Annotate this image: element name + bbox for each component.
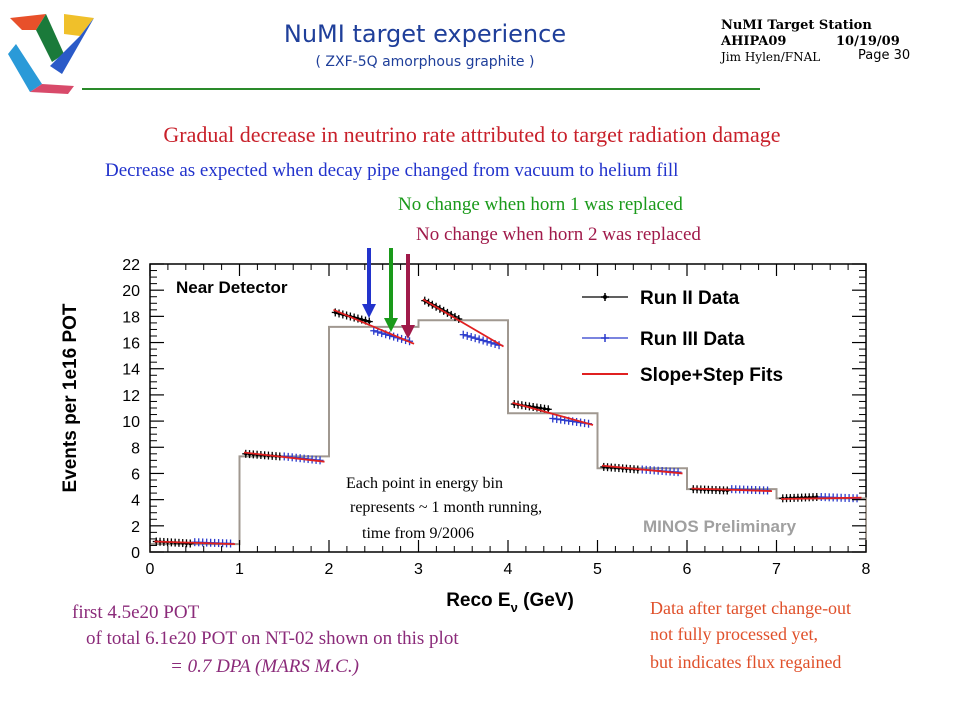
mc-histogram <box>149 319 867 552</box>
arrow-horn1 <box>384 248 398 332</box>
y-tick-label: 14 <box>122 362 140 379</box>
run3-point <box>467 333 475 342</box>
change-note-1: Data after target change-out <box>650 598 852 618</box>
y-tick-label: 4 <box>131 493 140 510</box>
fit-line <box>422 298 504 348</box>
legend-run3-marker <box>601 334 609 342</box>
legend: Run II Data Run III Data Slope+Step Fits <box>582 288 783 386</box>
headline: Gradual decrease in neutrino rate attrib… <box>163 122 781 147</box>
fit-line <box>601 464 683 475</box>
run2-dot <box>367 320 371 324</box>
run3-point <box>479 336 487 345</box>
page-number: Page 30 <box>858 48 911 63</box>
x-tick-label: 6 <box>683 561 692 578</box>
fit-line <box>333 308 415 345</box>
fit-line <box>512 401 594 426</box>
inset-label: Near Detector <box>176 278 288 297</box>
header-meeting: AHIPA09 <box>721 34 787 49</box>
fit-line <box>154 540 236 546</box>
x-tick-label: 4 <box>504 561 513 578</box>
annotation-decay-pipe: Decrease as expected when decay pipe cha… <box>105 160 679 181</box>
y-axis-label: Events per 1e16 POT <box>60 303 81 492</box>
x-tick-label: 1 <box>235 561 244 578</box>
legend-run2-label: Run II Data <box>640 288 740 309</box>
header-author: Jim Hylen/FNAL <box>721 50 821 64</box>
fit-line <box>243 451 325 463</box>
annotation-horn2: No change when horn 2 was replaced <box>416 224 701 245</box>
run3-point <box>370 326 378 335</box>
fit-line <box>691 487 773 493</box>
pot-note-1: first 4.5e20 POT <box>72 602 200 623</box>
legend-run2-marker <box>601 293 609 301</box>
x-tick-label: 3 <box>414 561 423 578</box>
page-subtitle: ( ZXF-5Q amorphous graphite ) <box>315 54 535 70</box>
arrow-decay-pipe <box>362 248 376 318</box>
y-tick-label: 8 <box>131 440 140 457</box>
change-note-3: but indicates flux regained <box>650 652 842 672</box>
x-tick-label: 5 <box>593 561 602 578</box>
header-date: 10/19/09 <box>836 34 900 49</box>
y-tick-label: 20 <box>122 283 140 300</box>
run2-dot <box>546 407 550 411</box>
arrow-horn2 <box>401 254 415 339</box>
y-tick-label: 6 <box>131 466 140 483</box>
x-tick-label: 2 <box>325 561 334 578</box>
pot-note-3: = 0.7 DPA (MARS M.C.) <box>170 656 359 677</box>
x-axis-label: Reco Eν (GeV) <box>446 590 574 615</box>
change-note-2: not fully processed yet, <box>650 624 818 644</box>
y-tick-label: 2 <box>131 519 140 536</box>
watermark: MINOS Preliminary <box>643 517 797 536</box>
legend-run3-label: Run III Data <box>640 329 745 350</box>
run3-point <box>471 334 479 343</box>
y-tick-label: 22 <box>122 257 140 274</box>
run3-point <box>459 330 467 339</box>
logo <box>8 14 94 94</box>
x-tick-label: 8 <box>862 561 871 578</box>
x-tick-label: 0 <box>146 561 155 578</box>
y-tick-label: 12 <box>122 388 140 405</box>
fit-line <box>780 496 862 500</box>
run3-point <box>463 331 471 340</box>
pot-note-2: of total 6.1e20 POT on NT-02 shown on th… <box>86 628 459 649</box>
point-note-1: Each point in energy bin <box>346 475 503 492</box>
point-note-3: time from 9/2006 <box>362 525 474 542</box>
annotation-horn1: No change when horn 1 was replaced <box>398 194 683 215</box>
y-tick-label: 10 <box>122 414 140 431</box>
y-tick-label: 16 <box>122 336 140 353</box>
header-station: NuMI Target Station <box>721 18 872 33</box>
run3-point <box>483 337 491 346</box>
page-title: NuMI target experience <box>283 20 567 48</box>
point-note-2: represents ~ 1 month running, <box>350 499 543 516</box>
y-tick-label: 18 <box>122 309 140 326</box>
y-tick-label: 0 <box>131 545 140 562</box>
title-divider <box>82 88 760 90</box>
run3-point <box>475 335 483 344</box>
legend-fit-label: Slope+Step Fits <box>640 365 783 386</box>
x-tick-label: 7 <box>772 561 781 578</box>
